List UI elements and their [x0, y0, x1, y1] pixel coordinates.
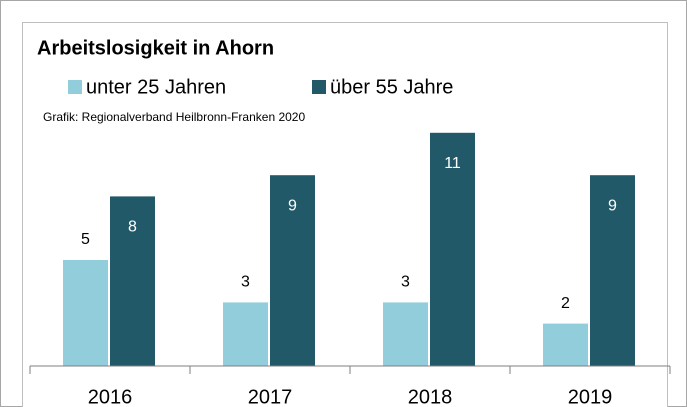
- legend-swatch: [312, 80, 326, 94]
- bar: [543, 323, 588, 366]
- x-tick-label: 2018: [408, 386, 453, 407]
- legend-label: unter 25 Jahren: [86, 76, 226, 98]
- bar: [590, 175, 635, 366]
- data-label: 11: [444, 155, 461, 172]
- x-tick-label: 2019: [568, 386, 613, 407]
- data-label: 5: [81, 231, 90, 248]
- bar: [270, 175, 315, 366]
- data-label: 8: [128, 219, 137, 236]
- bar: [110, 196, 155, 366]
- x-tick-label: 2016: [88, 386, 133, 407]
- chart-subtitle: Grafik: Regionalverband Heilbronn-Franke…: [43, 110, 305, 124]
- chart-title: Arbeitslosigkeit in Ahorn: [37, 37, 274, 59]
- data-label: 2: [561, 295, 570, 312]
- data-label: 9: [608, 197, 617, 214]
- bar: [223, 302, 268, 366]
- bar: [383, 302, 428, 366]
- data-label: 3: [401, 274, 410, 291]
- bar: [63, 260, 108, 366]
- data-label: 3: [241, 274, 250, 291]
- data-label: 9: [288, 197, 297, 214]
- legend-label: über 55 Jahre: [330, 76, 453, 98]
- x-tick-label: 2017: [248, 386, 293, 407]
- legend-swatch: [68, 80, 82, 94]
- bar: [430, 132, 475, 366]
